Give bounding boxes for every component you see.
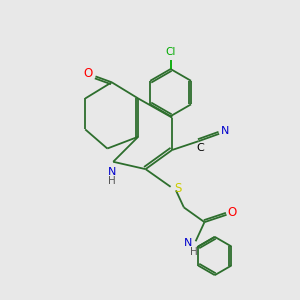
Text: C: C [196,142,204,153]
Text: H: H [108,176,116,186]
Text: O: O [83,67,93,80]
Text: O: O [228,206,237,219]
Text: N: N [107,167,116,177]
Text: Cl: Cl [165,47,176,57]
Text: H: H [190,247,198,256]
Text: S: S [174,182,182,195]
Text: N: N [221,126,229,136]
Text: N: N [184,238,193,248]
